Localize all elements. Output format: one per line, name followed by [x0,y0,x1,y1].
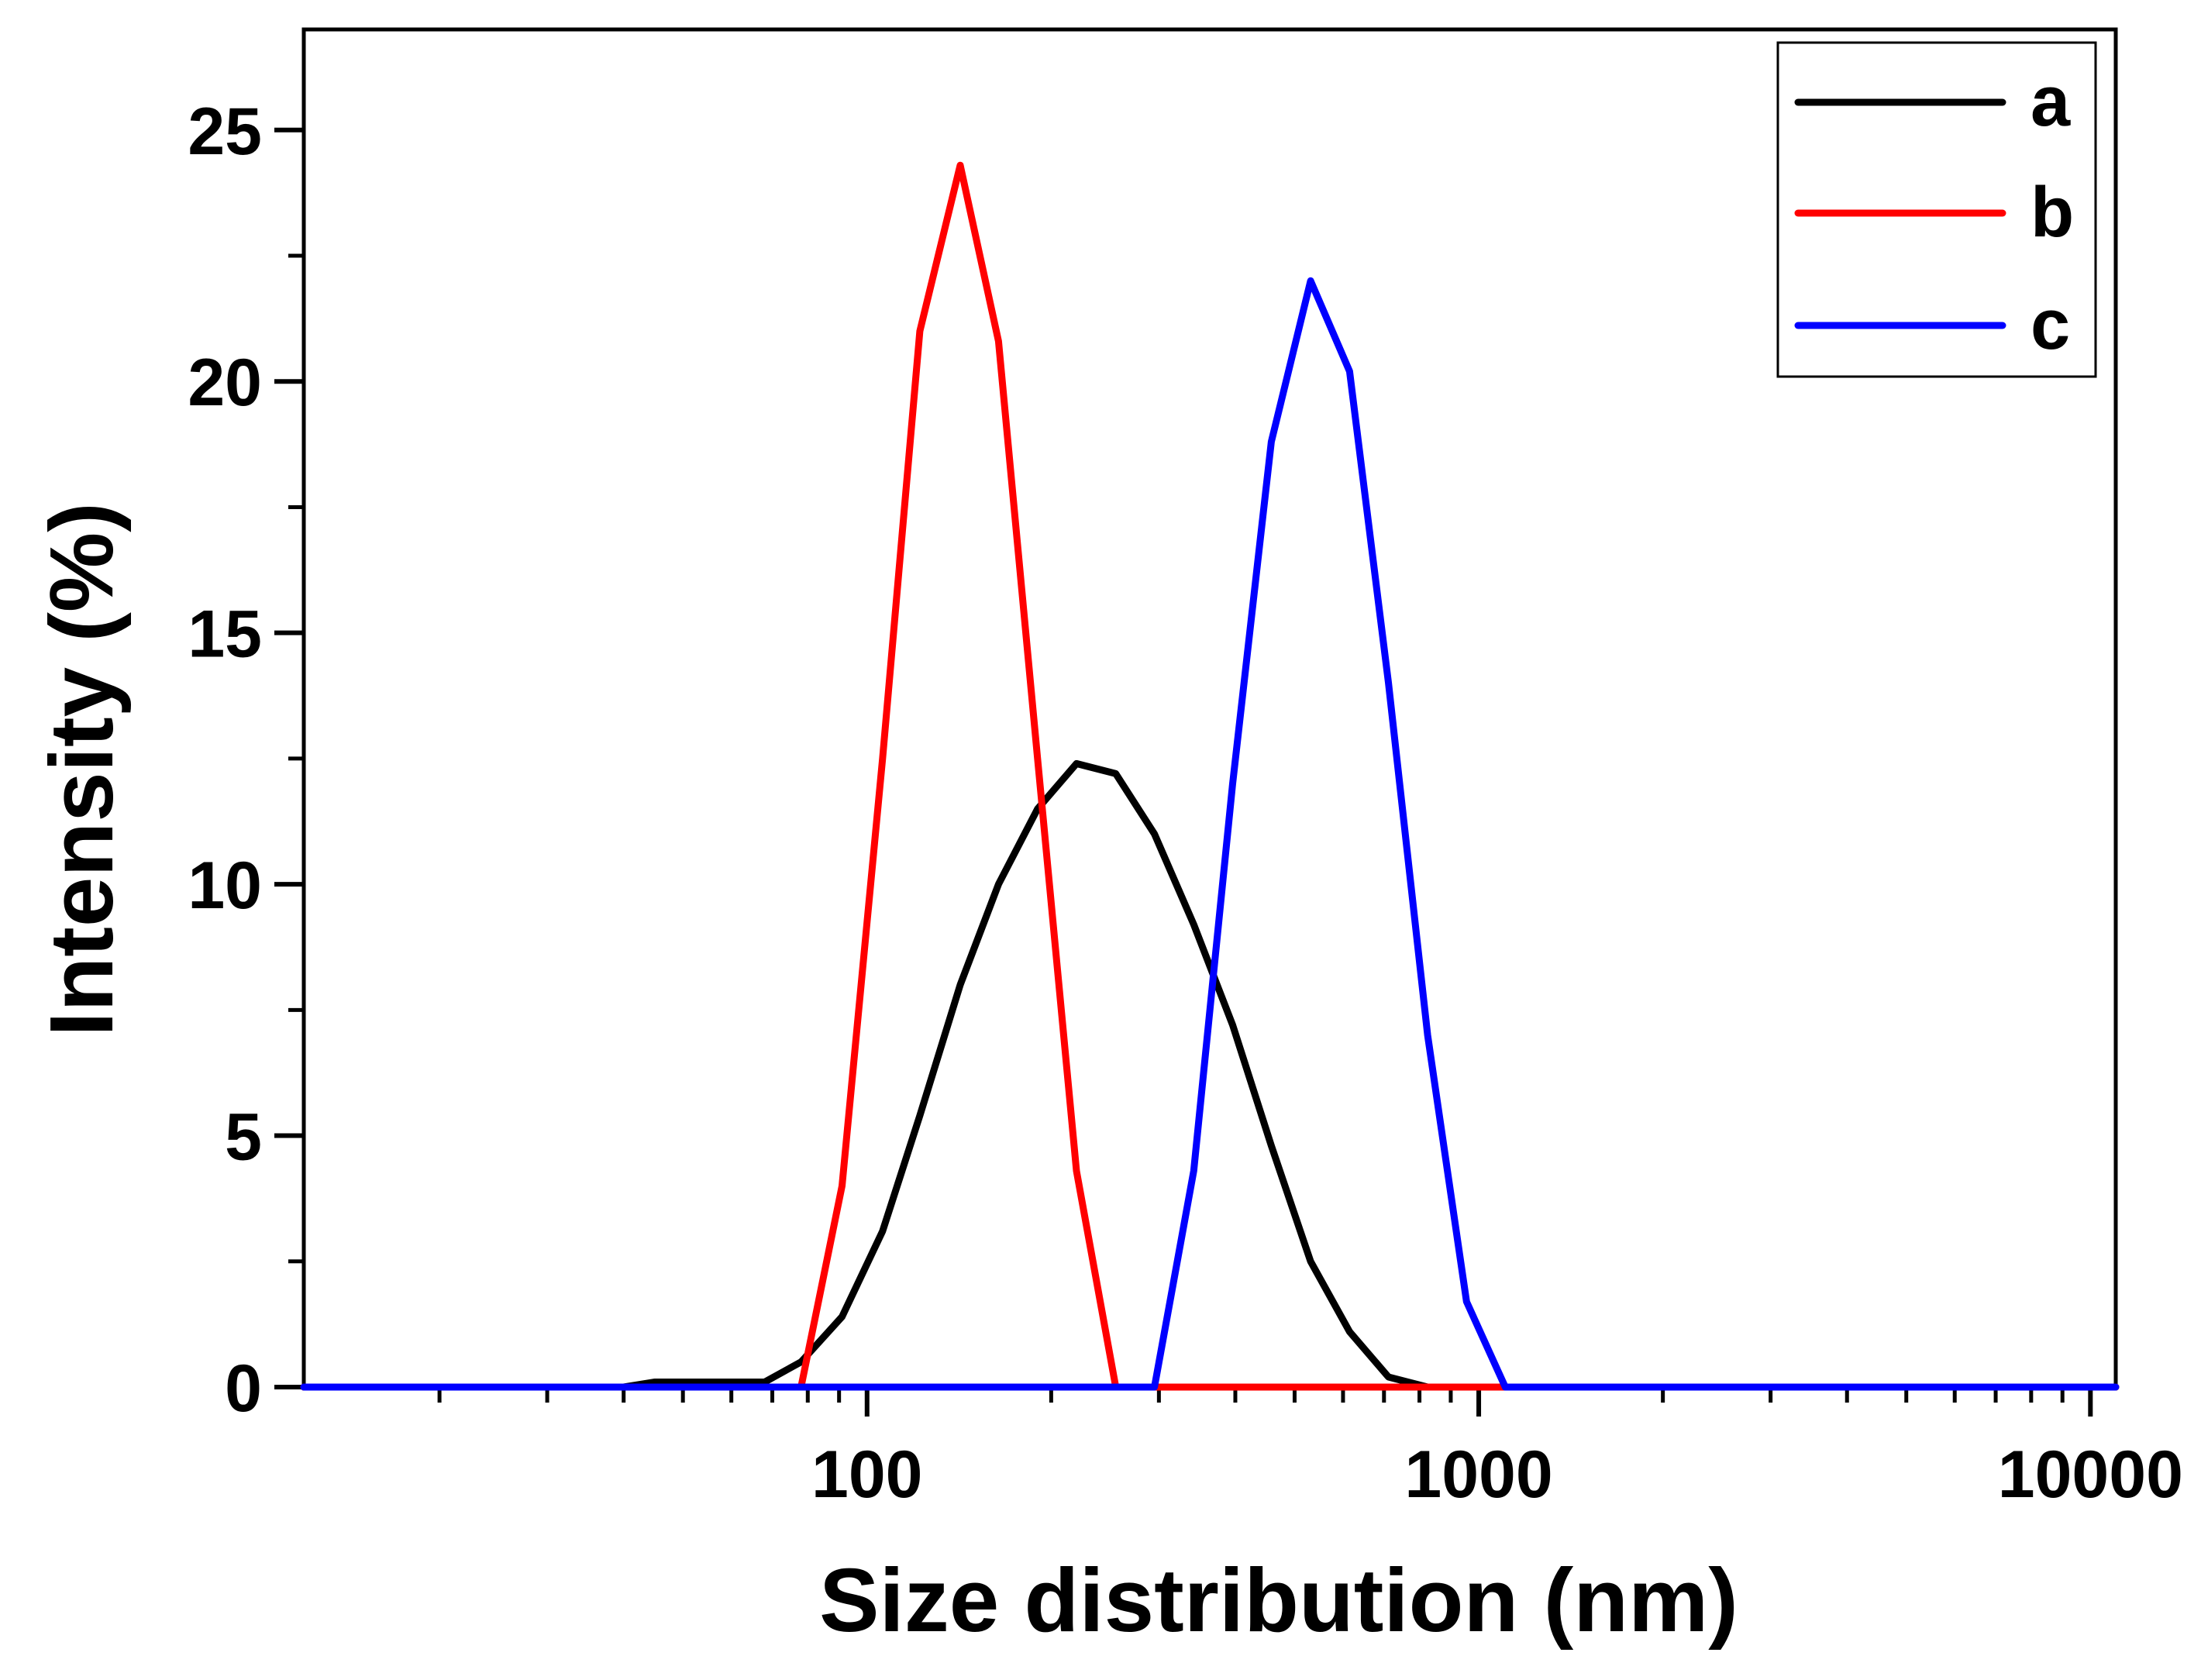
series-line-b [300,161,2120,1391]
series-line-c [300,277,2120,1391]
y-tick-label: 10 [188,849,262,923]
series-line-a [300,759,2120,1391]
y-tick-label: 5 [225,1100,262,1175]
y-tick-label: 0 [225,1351,262,1426]
legend-label-b: b [2030,173,2074,252]
y-tick-label: 20 [188,346,262,420]
y-tick-label: 25 [188,95,262,169]
y-axis-title: Intensity (%) [31,502,132,1037]
x-axis-title: Size distribution (nm) [819,1550,1738,1651]
x-axis-ticks: 100 1000 10000 [811,1387,2183,1512]
x-tick-label: 1000 [1404,1437,1552,1512]
y-tick-label: 15 [188,597,262,672]
legend-label-a: a [2030,62,2071,141]
legend-label-c: c [2030,285,2070,364]
legend: a b c [1776,41,2097,378]
y-axis-ticks: 0 5 10 15 20 25 [188,95,304,1426]
x-tick-label: 10000 [1998,1437,2183,1512]
y-minor-ticks [288,253,304,1264]
x-tick-label: 100 [811,1437,923,1512]
series-layer [300,161,2120,1391]
